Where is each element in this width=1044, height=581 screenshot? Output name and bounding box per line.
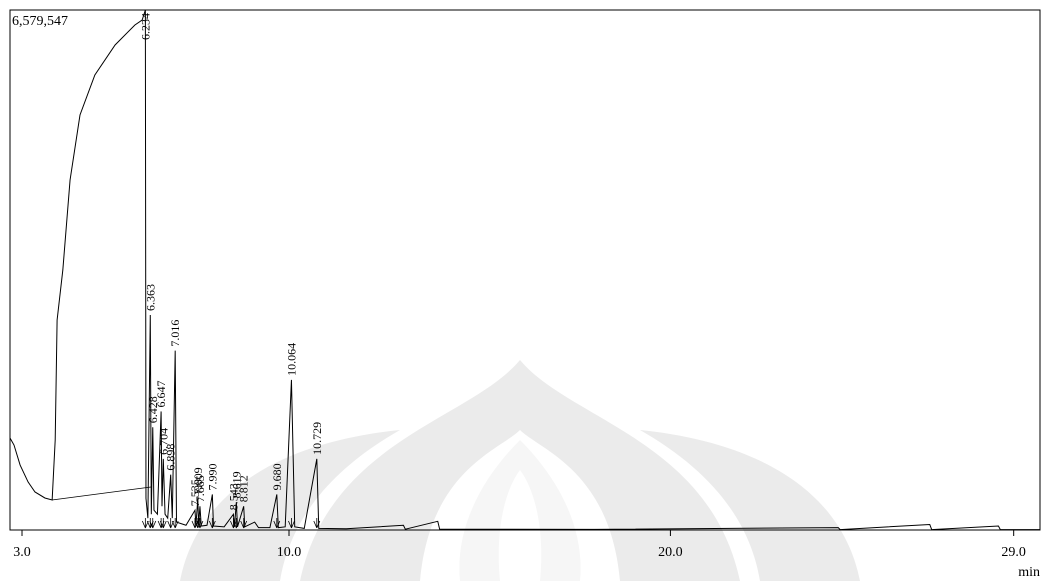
peak-label: 6.234 <box>138 13 152 40</box>
peak-label: 10.729 <box>310 422 324 455</box>
peak-label: 6.647 <box>154 380 168 407</box>
peak-marker <box>142 518 148 528</box>
peak-label: 10.064 <box>284 343 298 376</box>
peak-label: 7.990 <box>205 463 219 490</box>
peak-label: 7.016 <box>168 320 182 347</box>
x-tick-label: 29.0 <box>1001 545 1026 560</box>
peak-label: 6.898 <box>164 444 178 471</box>
peak-label: 6.363 <box>143 284 157 311</box>
peak-label: 9.680 <box>270 463 284 490</box>
x-tick-label: 10.0 <box>277 545 302 560</box>
x-tick-label: 20.0 <box>658 545 683 560</box>
peak-label: 8.812 <box>237 475 251 502</box>
y-tick-label: 6,579,547 <box>12 14 68 29</box>
x-tick-label: 3.0 <box>13 545 31 560</box>
peak-marker <box>172 518 178 528</box>
baseline-drift <box>52 487 151 500</box>
x-axis-label: min <box>1018 565 1040 580</box>
chart: min 3.0 10.0 20.0 29.0 6,579,547 6.234 6.363 6.… <box>0 0 1044 581</box>
